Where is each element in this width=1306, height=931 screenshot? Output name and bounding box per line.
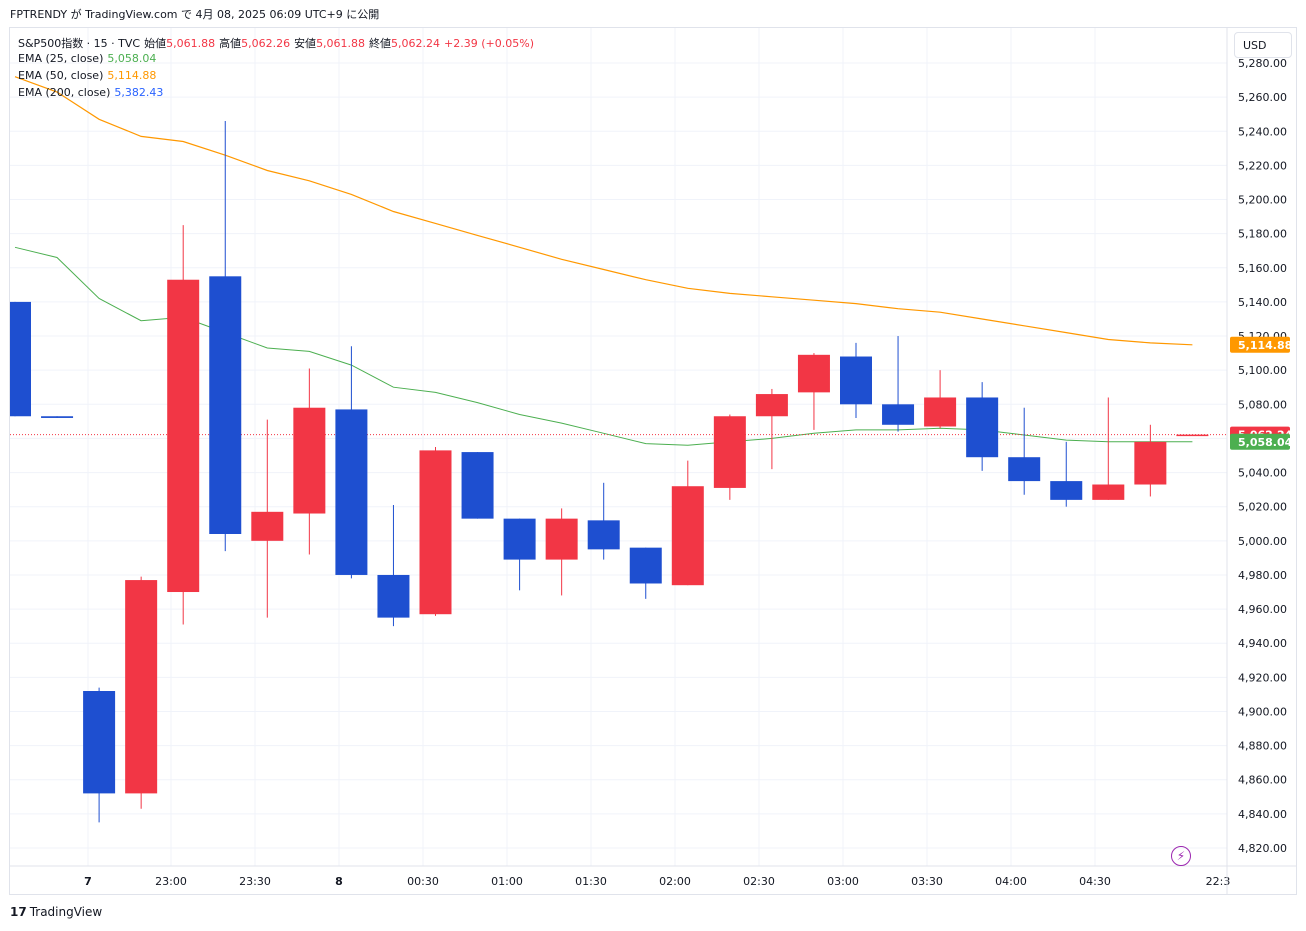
candle-body: [251, 511, 284, 541]
y-tick-label: 5,040.00: [1238, 467, 1287, 480]
y-tick-label: 4,820.00: [1238, 842, 1287, 855]
ema50-line: [14, 76, 1193, 346]
legend-ema50[interactable]: EMA (50, close) 5,114.88: [18, 69, 160, 82]
y-tick-label: 5,220.00: [1238, 159, 1287, 172]
x-tick-label: 01:30: [575, 875, 607, 888]
y-tick-label: 5,080.00: [1238, 398, 1287, 411]
y-tick-label: 4,880.00: [1238, 740, 1287, 753]
y-tick-label: 5,140.00: [1238, 296, 1287, 309]
candle-body: [83, 691, 116, 794]
candle-body: [755, 394, 788, 417]
x-tick-label: 03:30: [911, 875, 943, 888]
y-tick-label: 5,180.00: [1238, 228, 1287, 241]
candle-body: [377, 574, 410, 618]
candle-body: [209, 276, 242, 534]
x-tick-label: 04:00: [995, 875, 1027, 888]
lightning-icon[interactable]: ⚡: [1171, 846, 1191, 866]
close-label: 終値: [369, 37, 392, 50]
x-tick-label: 01:00: [491, 875, 523, 888]
candle-body: [41, 416, 74, 418]
ema200-value: 5,382.43: [114, 86, 164, 99]
x-tick-label: 00:30: [407, 875, 439, 888]
x-tick-label: 22:3: [1206, 875, 1231, 888]
candle-body: [797, 354, 830, 393]
legend-ema200[interactable]: EMA (200, close) 5,382.43: [18, 86, 167, 99]
x-tick-label: 02:00: [659, 875, 691, 888]
candle-body: [713, 416, 746, 488]
candle-body: [545, 518, 578, 560]
candle-body: [167, 279, 200, 593]
brand-name: TradingView: [29, 905, 103, 919]
plot-layer: [10, 76, 1227, 823]
legend-ema25[interactable]: EMA (25, close) 5,058.04: [18, 52, 160, 65]
high-value: 5,062.26: [241, 37, 291, 50]
y-tick-label: 4,900.00: [1238, 705, 1287, 718]
candle-body: [1134, 441, 1167, 485]
y-tick-label: 5,160.00: [1238, 262, 1287, 275]
change-value: +2.39 (+0.05%): [444, 37, 534, 50]
ema25-value: 5,058.04: [107, 52, 157, 65]
y-tick-label: 5,100.00: [1238, 364, 1287, 377]
brand-footer[interactable]: 𝟭𝟳 TradingView: [10, 905, 102, 919]
legend-symbol[interactable]: S&P500指数 · 15 · TVC: [18, 37, 141, 50]
candle-body: [461, 452, 494, 519]
ema200-label: EMA (200, close): [18, 86, 111, 99]
high-label: 高値: [219, 37, 242, 50]
candle-body: [1176, 434, 1209, 437]
x-tick-label: 04:30: [1079, 875, 1111, 888]
publish-info: FPTRENDY が TradingView.com で 4月 08, 2025…: [10, 8, 380, 21]
close-value: 5,062.24: [391, 37, 441, 50]
candle-body: [419, 450, 452, 615]
candle-body: [924, 397, 957, 427]
x-tick-label: 23:30: [239, 875, 271, 888]
x-tick-label: 03:00: [827, 875, 859, 888]
price-tag: [1230, 336, 1290, 353]
candle-body: [629, 547, 662, 584]
low-label: 安値: [294, 37, 317, 50]
candle-body: [587, 520, 620, 550]
y-tick-label: 4,940.00: [1238, 637, 1287, 650]
ema50-label: EMA (50, close): [18, 69, 104, 82]
y-tick-label: 4,840.00: [1238, 808, 1287, 821]
candle-body: [335, 409, 368, 575]
x-tick-label: 23:00: [155, 875, 187, 888]
currency-button[interactable]: USD: [1234, 32, 1292, 58]
ema50-value: 5,114.88: [107, 69, 157, 82]
y-tick-label: 4,920.00: [1238, 671, 1287, 684]
candle-body: [1092, 484, 1125, 500]
y-tick-label: 5,260.00: [1238, 91, 1287, 104]
candle-body: [1050, 481, 1083, 500]
low-value: 5,061.88: [316, 37, 366, 50]
candle-body: [10, 301, 31, 417]
price-tag: [1230, 433, 1290, 450]
candle-body: [503, 518, 536, 560]
tradingview-logo-icon: 𝟭𝟳: [10, 905, 27, 919]
price-tag-label: 5,058.04: [1238, 436, 1293, 449]
candle-body: [293, 407, 326, 514]
x-tick-label: 02:30: [743, 875, 775, 888]
candle-body: [125, 580, 158, 794]
y-tick-label: 4,980.00: [1238, 569, 1287, 582]
x-tick-label: 7: [84, 875, 92, 888]
x-tick-label: 8: [335, 875, 343, 888]
y-tick-label: 5,200.00: [1238, 194, 1287, 207]
legend-ohlc: S&P500指数 · 15 · TVC 始値5,061.88 高値5,062.26 安…: [18, 35, 538, 51]
price-tag-label: 5,114.88: [1238, 339, 1292, 352]
y-tick-label: 4,860.00: [1238, 774, 1287, 787]
y-tick-label: 5,020.00: [1238, 501, 1287, 514]
candle-body: [671, 486, 704, 586]
y-tick-label: 5,000.00: [1238, 535, 1287, 548]
chart-frame[interactable]: [9, 27, 1297, 895]
candle-body: [1008, 457, 1041, 482]
y-tick-label: 4,960.00: [1238, 603, 1287, 616]
open-label: 始値: [144, 37, 167, 50]
candle-body: [840, 356, 872, 405]
ema25-label: EMA (25, close): [18, 52, 104, 65]
candle-body: [882, 404, 915, 425]
open-value: 5,061.88: [166, 37, 216, 50]
y-tick-label: 5,240.00: [1238, 125, 1287, 138]
y-tick-label: 5,280.00: [1238, 57, 1287, 70]
candle-body: [966, 397, 999, 458]
